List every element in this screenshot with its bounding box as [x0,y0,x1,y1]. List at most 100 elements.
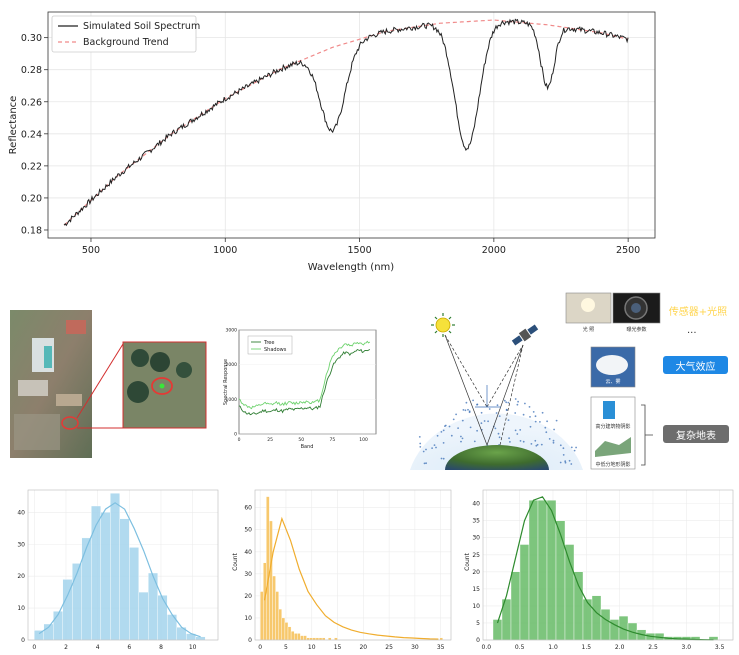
x-tick-label: 25 [267,437,273,443]
x-tick-label: 35 [437,644,445,651]
histogram-bar [260,591,264,641]
aerosol-dot [440,457,443,460]
x-tick-label: 15 [334,644,342,651]
aerosol-dot [536,443,539,446]
y-tick-label: 40 [244,549,252,556]
aerosol-dot [503,399,506,402]
histogram-bar [100,512,111,641]
y-tick-label: 0 [21,637,25,644]
aerosol-dot [433,444,436,446]
legend: Simulated Soil Spectrum Background Trend [51,15,200,53]
aerosol-dot [450,434,453,437]
aerosol-dot [487,420,489,423]
aerosol-dot [532,411,535,413]
aerosol-dot [494,427,497,430]
histogram-bar [591,595,602,641]
exposure-caption: 曝光参数 [626,327,647,333]
x-tick-label: 1000 [213,245,237,256]
histogram-bar [281,617,286,641]
building-block [56,394,82,406]
building-caption: 高分建筑物阴影 [595,424,631,430]
shadows-response-line [238,340,371,410]
aerosol-dot [519,429,522,431]
aerosol-dot [570,463,573,465]
aerosol-dot [516,403,519,406]
x-tick-label: 500 [82,245,100,256]
y-tick-label: 10 [17,605,25,612]
histogram-bar [266,496,270,641]
tree-canopy [131,349,149,367]
kde-curve [496,496,714,641]
aerosol-dot [464,409,467,412]
aerosol-dot [496,404,499,407]
y-tick-label: 3000 [226,328,238,334]
x-tick-label: 10 [308,644,316,651]
aerosol-dot [516,433,519,435]
x-tick-label: 50 [298,437,304,443]
rooftop-patch [66,320,86,334]
aerosol-dot [559,461,562,464]
aerosol-dot [573,449,576,452]
tree-canopy [150,352,170,372]
histogram-bar [263,562,267,641]
y-tick-label: 0 [248,637,252,644]
histogram-bar [303,635,307,641]
aerosol-dot [552,441,555,444]
terrain-shadow-icon [595,437,631,457]
y-axis-label: Spectral Response [223,359,229,405]
histogram-bar [334,637,338,641]
aerosol-dot [505,409,508,411]
aerosol-dot [524,402,526,405]
aerosol-dot [436,434,439,437]
aerosol-dot [564,461,567,464]
aerosol-dot [472,399,474,402]
aerosol-dot [442,442,445,444]
aerosol-dot [534,420,537,423]
legend: Tree Shadows [247,335,293,355]
x-tick-label: 1500 [347,245,371,256]
aerosol-dot [575,446,577,449]
y-tick-label: 35 [472,518,480,525]
histogram-bar [81,537,92,641]
legend-label-tree: Tree [263,340,274,346]
atmosphere-tag: 大气效应 [663,356,728,374]
histogram-bar [53,611,63,641]
y-tick-label: 50 [244,527,252,534]
aerosol-dot [559,444,562,447]
legend-label-shadows: Shadows [264,347,287,353]
aerosol-dot [509,441,511,443]
aerosol-dot [564,460,567,463]
x-tick-label: 0 [238,437,241,443]
aerosol-dot [423,462,426,465]
y-tick-label: 0 [234,432,237,438]
aerosol-dot [505,401,508,404]
aerosol-dot [483,420,486,422]
x-tick-label: 3.0 [682,644,692,651]
aerosol-dot [419,446,422,448]
histogram-bar [519,544,530,641]
aerosol-dot [457,427,459,429]
x-tick-label: 25 [385,644,393,651]
x-axis-label: Wavelength (nm) [308,262,394,273]
y-tick-label: 40 [17,509,25,516]
y-tick-label: 20 [472,569,480,576]
tree-response-line [238,348,371,416]
sun-icon [431,313,455,337]
y-axis-label: Reflectance [8,96,19,155]
y-tick-label: 20 [244,593,252,600]
histogram-orange: 0 5 10 15 20 25 30 35 0 10 20 30 40 50 60 Count [232,489,452,651]
histogram-bar [290,630,295,641]
y-tick-label: 30 [472,535,480,542]
histogram-bar [269,520,273,641]
aerosol-dot [562,454,565,456]
aerosol-dot [452,418,455,421]
histogram-blue: 0 2 4 6 8 10 0 10 20 30 40 [17,489,219,651]
histogram-bar [510,571,521,641]
y-tick-label: 1000 [226,397,238,403]
histogram-bar [321,637,326,641]
aerosol-particles [418,398,577,465]
x-tick-label: 0.0 [482,644,492,651]
histogram-bar [315,637,320,641]
aerosol-dot [442,429,445,432]
